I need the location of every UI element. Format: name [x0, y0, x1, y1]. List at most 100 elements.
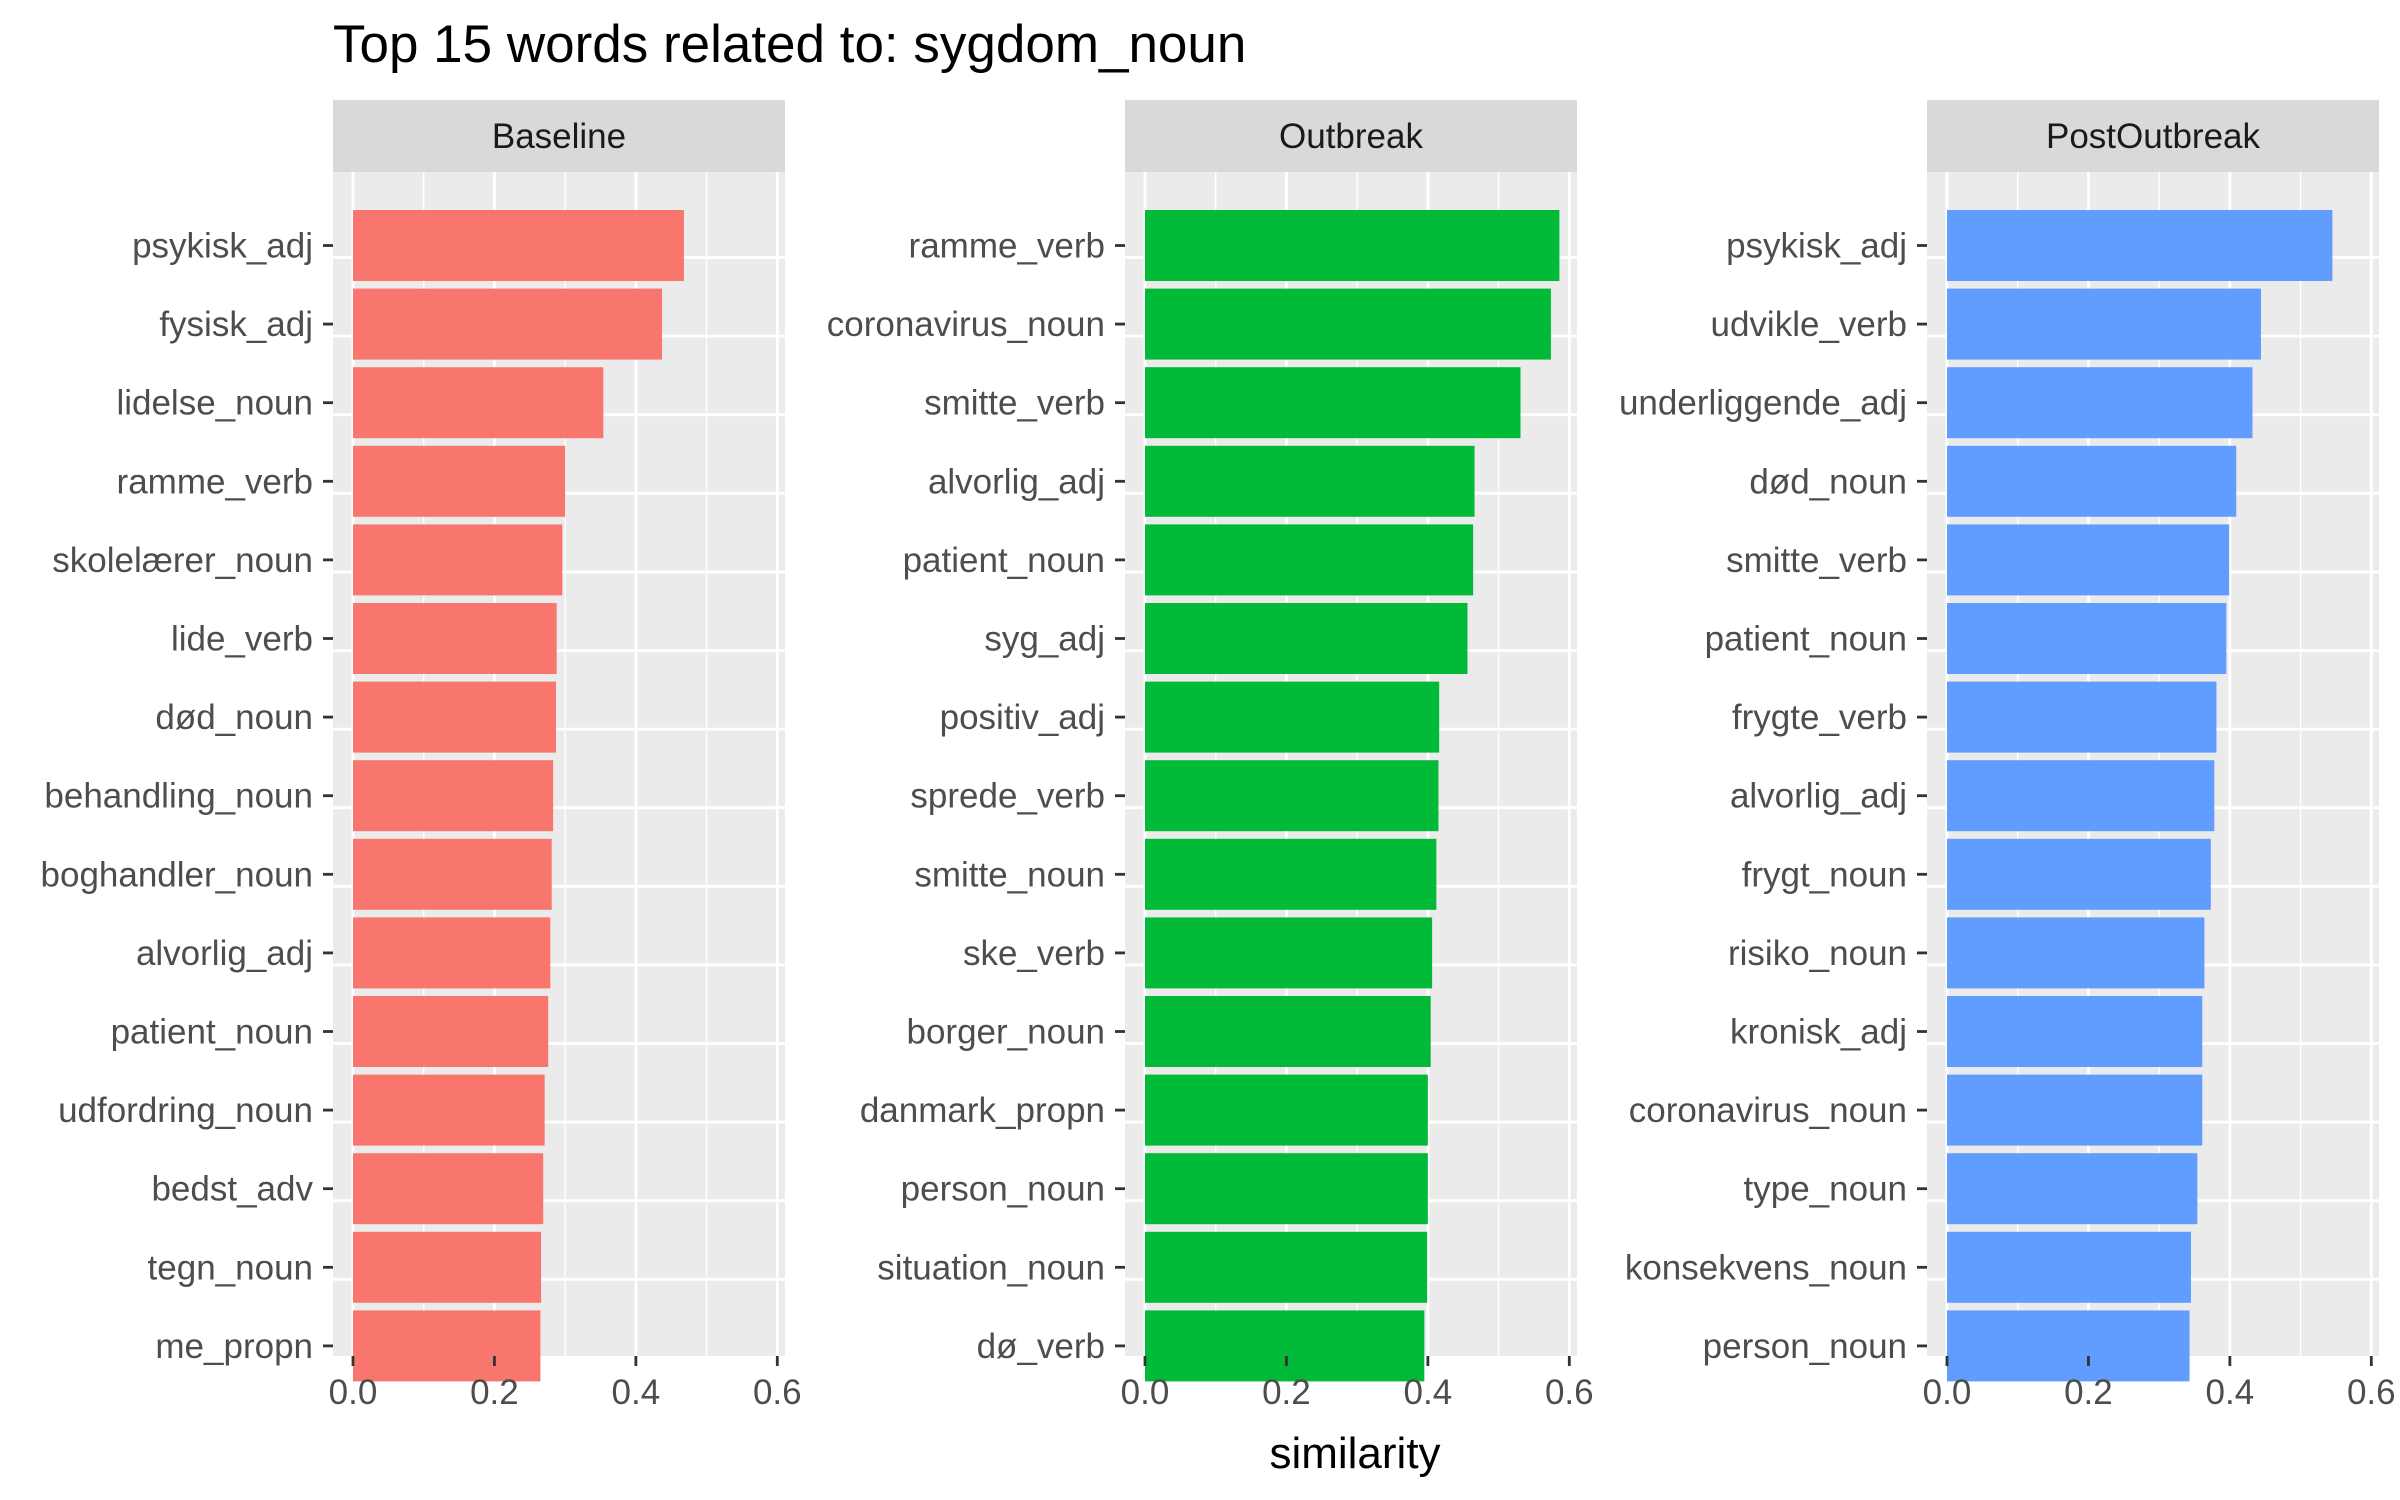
y-tick-label: me_propn: [155, 1327, 313, 1366]
bar: [353, 681, 556, 753]
bar: [1947, 603, 2227, 674]
bar: [1145, 1074, 1428, 1146]
bar: [1947, 1310, 2190, 1382]
bar: [1145, 445, 1475, 517]
y-tick-label: kronisk_adj: [1730, 1013, 1907, 1052]
y-tick-label: udvikle_verb: [1711, 305, 1908, 344]
y-tick-label: ramme_verb: [909, 227, 1105, 266]
y-tick-label: danmark_propn: [860, 1091, 1105, 1130]
bar: [353, 367, 604, 439]
y-tick-label: alvorlig_adj: [136, 934, 313, 973]
y-tick-label: ramme_verb: [117, 462, 313, 501]
bar: [353, 760, 554, 832]
y-tick-label: ske_verb: [963, 934, 1105, 973]
y-tick-label: død_noun: [1749, 462, 1907, 501]
facet-strip-label: Baseline: [492, 117, 626, 156]
x-tick-label: 0.0: [1923, 1373, 1972, 1412]
y-tick-label: lide_verb: [171, 620, 313, 659]
x-tick-label: 0.4: [2206, 1373, 2255, 1412]
y-tick-label: skolelærer_noun: [52, 541, 313, 580]
bar: [1145, 210, 1560, 281]
y-tick-label: dø_verb: [977, 1327, 1105, 1366]
x-tick-label: 0.0: [1121, 1373, 1170, 1412]
facet-panels: Baseline psykisk_adj fysisk_adj lidelse_nou…: [41, 100, 2396, 1412]
y-tick-label: lidelse_noun: [116, 384, 313, 423]
facet-strip: [1927, 100, 2379, 172]
bar: [1947, 445, 2237, 517]
y-tick-label: patient_noun: [111, 1013, 313, 1052]
y-tick-label: borger_noun: [907, 1013, 1106, 1052]
y-tick-label: konsekvens_noun: [1625, 1248, 1907, 1287]
y-tick-label: patient_noun: [903, 541, 1105, 580]
facet-panel-outbreak: Outbreak ramme_verb coronavirus_nounsmitte…: [827, 100, 1594, 1412]
y-tick-label: psykisk_adj: [1726, 227, 1907, 266]
bar: [1145, 681, 1440, 753]
bar: [1947, 210, 2333, 281]
y-tick-label: situation_noun: [877, 1248, 1105, 1287]
bar: [1145, 367, 1521, 439]
y-tick-label: underliggende_adj: [1619, 384, 1907, 423]
bar: [1145, 996, 1431, 1067]
y-tick-label: sprede_verb: [910, 777, 1105, 816]
facet-panel-baseline: Baseline psykisk_adj fysisk_adj lidelse_nou…: [41, 100, 802, 1412]
facet-strip: [1125, 100, 1577, 172]
y-tick-label: bedst_adv: [151, 1170, 313, 1209]
x-tick-label: 0.6: [2347, 1373, 2396, 1412]
bar: [353, 1231, 542, 1303]
bar: [353, 917, 551, 989]
bar: [353, 1153, 544, 1225]
y-tick-label: positiv_adj: [940, 698, 1105, 737]
x-axis-label: similarity: [1269, 1429, 1440, 1478]
bar: [1145, 838, 1437, 910]
facet-strip: [333, 100, 785, 172]
bar: [1947, 288, 2261, 360]
x-tick-label: 0.2: [1262, 1373, 1311, 1412]
bar: [1947, 367, 2253, 439]
bar: [353, 996, 549, 1067]
bar: [1947, 760, 2215, 832]
bar: [1145, 603, 1468, 674]
bar: [1145, 524, 1474, 596]
y-tick-label: fysisk_adj: [159, 305, 313, 344]
bar: [1947, 1074, 2203, 1146]
bar: [353, 210, 684, 281]
y-tick-label: alvorlig_adj: [928, 462, 1105, 501]
x-tick-label: 0.2: [470, 1373, 519, 1412]
facet-strip-label: PostOutbreak: [2046, 117, 2260, 156]
bar: [1947, 917, 2205, 989]
bar: [353, 288, 663, 360]
facet-strip-label: Outbreak: [1279, 117, 1423, 156]
x-tick-label: 0.4: [612, 1373, 661, 1412]
chart-title: Top 15 words related to: sygdom_noun: [333, 15, 1246, 74]
x-tick-label: 0.2: [2064, 1373, 2113, 1412]
y-tick-label: patient_noun: [1705, 620, 1907, 659]
y-tick-label: smitte_verb: [924, 384, 1105, 423]
bar: [1145, 1231, 1428, 1303]
bar: [1145, 1310, 1425, 1382]
bar: [353, 524, 563, 596]
bar: [1947, 524, 2230, 596]
y-tick-label: tegn_noun: [148, 1248, 313, 1287]
bar: [1947, 681, 2217, 753]
y-tick-label: coronavirus_noun: [827, 305, 1105, 344]
facet-panel-postoutbreak: PostOutbreak psykisk_adj udvikle_verbunder…: [1619, 100, 2396, 1412]
y-tick-label: risiko_noun: [1728, 934, 1907, 973]
x-tick-label: 0.0: [329, 1373, 378, 1412]
bar: [1145, 917, 1433, 989]
y-tick-label: behandling_noun: [44, 777, 313, 816]
x-tick-label: 0.4: [1404, 1373, 1453, 1412]
y-tick-label: smitte_noun: [914, 855, 1105, 894]
y-tick-label: person_noun: [901, 1170, 1105, 1209]
bar: [353, 445, 566, 517]
y-tick-label: død_noun: [155, 698, 313, 737]
y-tick-label: syg_adj: [984, 620, 1105, 659]
y-tick-label: frygt_noun: [1742, 855, 1907, 894]
bar: [353, 603, 557, 674]
y-tick-label: psykisk_adj: [132, 227, 313, 266]
bar: [1947, 838, 2211, 910]
x-tick-label: 0.6: [1545, 1373, 1594, 1412]
y-tick-label: udfordring_noun: [58, 1091, 313, 1130]
bar: [1145, 760, 1439, 832]
x-tick-label: 0.6: [753, 1373, 802, 1412]
y-tick-label: type_noun: [1744, 1170, 1907, 1209]
